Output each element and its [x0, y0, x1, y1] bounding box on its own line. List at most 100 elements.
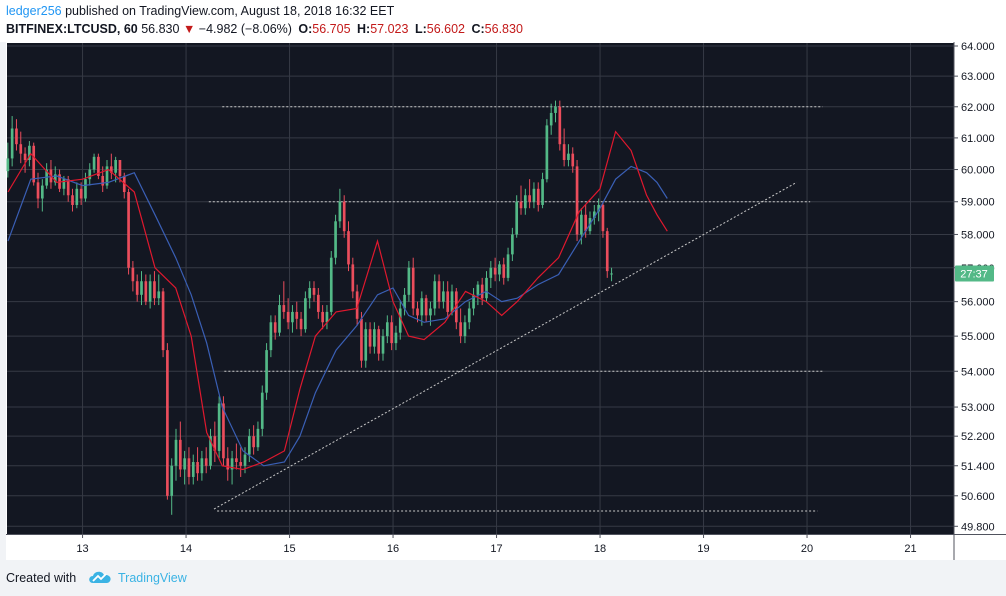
- candle-body: [381, 336, 385, 354]
- candle-body: [105, 166, 109, 186]
- created-with-text: Created with: [6, 571, 77, 585]
- candle-body: [610, 273, 613, 275]
- candle-body: [84, 179, 87, 199]
- candle: [278, 294, 281, 337]
- candle: [256, 421, 260, 451]
- candle-body: [247, 436, 251, 455]
- candle-body: [541, 179, 544, 205]
- chart-frame[interactable]: 64.000 63.000 62.000 61.000 60.000 59.000 58.0…: [6, 42, 1006, 560]
- drawings[interactable]: [208, 106, 823, 512]
- candle-body: [75, 188, 79, 205]
- candle: [571, 147, 575, 173]
- symbol-label[interactable]: BITFINEX:LTCUSD, 60: [6, 22, 138, 36]
- open-value: 56.705: [312, 22, 351, 36]
- candle-body: [19, 144, 23, 154]
- tradingview-link[interactable]: TradingView: [118, 571, 187, 585]
- candle-body: [243, 454, 247, 466]
- candle-body: [6, 158, 10, 172]
- x-tick-label: 21: [904, 543, 916, 555]
- candle: [75, 182, 79, 209]
- price-chart[interactable]: 64.000 63.000 62.000 61.000 60.000 59.000 58.0…: [6, 42, 1006, 560]
- candle-body: [36, 182, 40, 199]
- tradingview-cloud-icon[interactable]: [87, 570, 113, 589]
- candle-body: [92, 156, 96, 170]
- candle: [351, 257, 355, 299]
- candle-body: [467, 308, 471, 323]
- candle: [541, 172, 544, 209]
- plot-area[interactable]: [7, 43, 954, 534]
- candle: [368, 322, 372, 354]
- candle: [442, 281, 445, 309]
- candle: [183, 450, 186, 485]
- candle-body: [558, 106, 562, 145]
- candle-body: [32, 145, 36, 183]
- x-axis[interactable]: 13 14 15 16 17 18 19 20 21: [76, 534, 917, 555]
- candle-body: [450, 291, 454, 312]
- candle-body: [269, 322, 273, 351]
- candle-body: [230, 458, 234, 470]
- candle: [554, 100, 557, 123]
- y-tick-label: 64.000: [961, 42, 995, 53]
- candle: [502, 257, 506, 285]
- candle: [209, 428, 212, 470]
- candle-body: [282, 305, 286, 312]
- candle-body: [295, 311, 299, 319]
- candle-body: [28, 145, 31, 161]
- candle-body: [204, 458, 208, 466]
- candle-body: [463, 322, 467, 337]
- candle: [364, 322, 368, 368]
- candle: [334, 214, 337, 265]
- candle-body: [312, 288, 316, 295]
- candle-body: [454, 291, 458, 323]
- candle-body: [433, 281, 437, 309]
- candle-body: [416, 308, 419, 316]
- candle: [235, 443, 238, 470]
- candle: [269, 315, 273, 358]
- candle: [519, 185, 523, 215]
- candle-body: [304, 298, 307, 330]
- x-tick-label: 17: [490, 543, 502, 555]
- candle-body: [347, 231, 350, 265]
- x-tick-label: 16: [387, 543, 399, 555]
- candle: [549, 103, 553, 135]
- candle-body: [127, 192, 130, 268]
- candle-body: [235, 458, 238, 463]
- candle-body: [476, 284, 480, 295]
- candle-body: [299, 318, 303, 330]
- candle-body: [355, 291, 359, 319]
- candle: [217, 396, 221, 459]
- candle-body: [489, 267, 493, 278]
- y-tick-label: 61.000: [961, 133, 995, 145]
- candle-body: [437, 281, 441, 302]
- candle: [226, 447, 230, 481]
- candle: [19, 131, 23, 164]
- candle-body: [170, 465, 174, 496]
- author-link[interactable]: ledger256: [6, 4, 62, 18]
- candle: [523, 188, 527, 215]
- candle: [295, 301, 299, 330]
- candle: [605, 227, 609, 278]
- change-arrow-icon: ▼: [182, 22, 196, 36]
- candle-body: [252, 436, 255, 448]
- candle: [532, 182, 536, 209]
- candle-body: [209, 436, 212, 466]
- candle: [79, 182, 83, 205]
- candle: [88, 163, 92, 186]
- candle: [105, 160, 109, 189]
- candle: [312, 281, 316, 302]
- candle-body: [256, 428, 260, 448]
- candle: [390, 315, 393, 351]
- candle: [360, 311, 363, 368]
- candle-body: [364, 329, 368, 361]
- candle: [584, 204, 588, 238]
- candle-body: [373, 329, 376, 347]
- candle: [299, 311, 303, 337]
- y-axis[interactable]: 64.000 63.000 62.000 61.000 60.000 59.000 58.0…: [954, 42, 995, 533]
- low-value: 56.602: [426, 22, 465, 36]
- candle: [321, 305, 324, 330]
- candle-body: [329, 257, 333, 312]
- candle: [308, 281, 312, 309]
- candle-body: [459, 322, 462, 337]
- candle: [545, 119, 549, 183]
- candle: [407, 261, 411, 302]
